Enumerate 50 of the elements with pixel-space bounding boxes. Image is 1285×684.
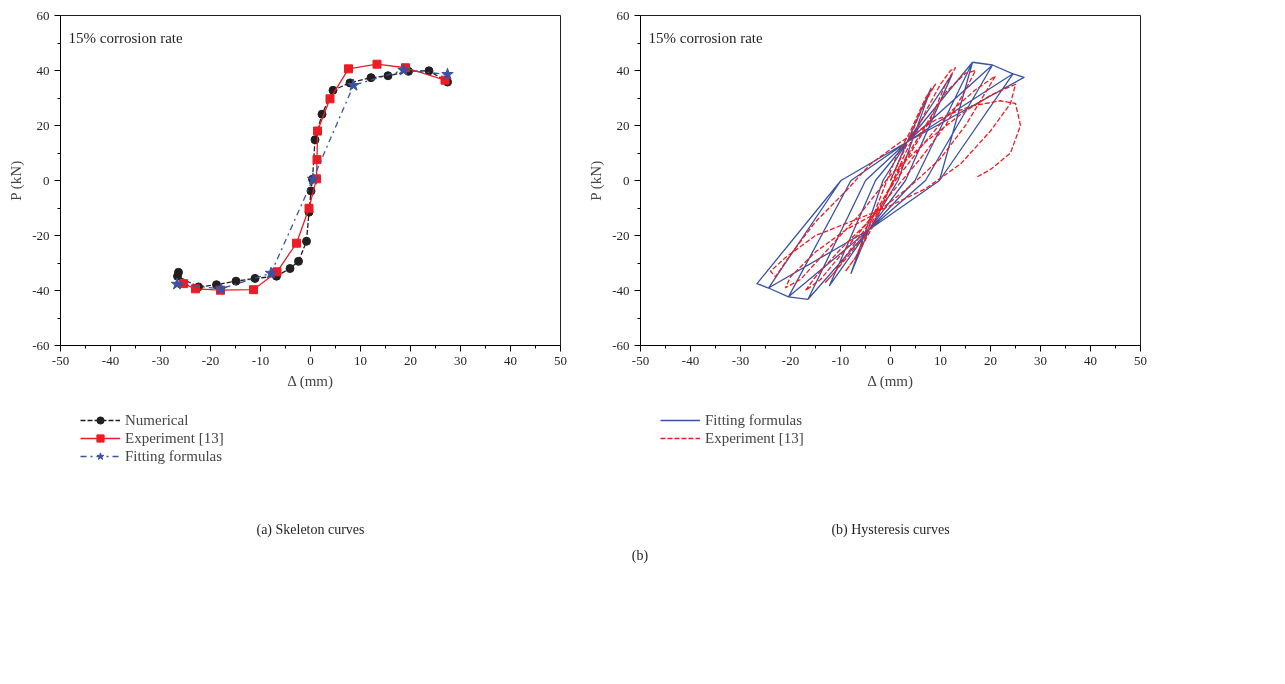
x-axis-title: Δ (mm) xyxy=(287,372,334,390)
x-tick-label: 0 xyxy=(307,352,314,368)
x-tick-label: -30 xyxy=(731,352,750,368)
y-tick-label: -20 xyxy=(612,227,630,243)
y-axis-title: P (kN) xyxy=(8,160,26,201)
x-tick-label: 20 xyxy=(984,352,997,368)
x-tick-label: 40 xyxy=(1084,352,1097,368)
y-tick-label: 60 xyxy=(616,7,630,23)
annotation: 15% corrosion rate xyxy=(68,29,183,46)
y-tick-label: 0 xyxy=(623,172,630,188)
y-tick-label: -20 xyxy=(32,227,50,243)
x-tick-label: -40 xyxy=(101,352,120,368)
x-tick-label: 50 xyxy=(554,352,567,368)
legend-label: Fitting formulas xyxy=(705,411,803,429)
x-tick-label: -10 xyxy=(251,352,270,368)
x-tick-label: -40 xyxy=(681,352,700,368)
y-tick-label: 60 xyxy=(36,7,50,23)
x-tick-label: 20 xyxy=(404,352,417,368)
annotation: 15% corrosion rate xyxy=(648,29,763,46)
y-tick-label: -60 xyxy=(612,337,630,353)
x-tick-label: -50 xyxy=(51,352,70,368)
x-tick-label: -10 xyxy=(831,352,850,368)
x-tick-label: 40 xyxy=(504,352,517,368)
legend-label: Experiment [13] xyxy=(705,429,804,447)
text: (b) Hysteresis curves xyxy=(831,521,950,538)
x-tick-label: 0 xyxy=(887,352,894,368)
x-tick-label: 30 xyxy=(454,352,467,368)
y-tick-label: -60 xyxy=(32,337,50,353)
legend-label: Numerical xyxy=(125,411,189,429)
x-tick-label: -20 xyxy=(201,352,220,368)
y-axis-title: P (kN) xyxy=(588,160,606,201)
x-tick-label: -30 xyxy=(151,352,170,368)
x-tick-label: 10 xyxy=(934,352,947,368)
x-axis-title: Δ (mm) xyxy=(867,372,914,390)
x-tick-label: 30 xyxy=(1034,352,1047,368)
text: (a) Skeleton curves xyxy=(256,521,365,538)
y-tick-label: 0 xyxy=(43,172,50,188)
x-tick-label: 50 xyxy=(1134,352,1147,368)
y-tick-label: -40 xyxy=(612,282,630,298)
x-tick-label: 10 xyxy=(354,352,367,368)
y-tick-label: 20 xyxy=(616,117,630,133)
y-tick-label: 20 xyxy=(36,117,50,133)
legend-label: Fitting formulas xyxy=(125,447,223,465)
y-tick-label: 40 xyxy=(36,62,50,78)
y-tick-label: 40 xyxy=(616,62,630,78)
y-tick-label: -40 xyxy=(32,282,50,298)
legend-label: Experiment [13] xyxy=(125,429,224,447)
text: (b) xyxy=(631,547,649,565)
x-tick-label: -20 xyxy=(781,352,800,368)
x-tick-label: -50 xyxy=(631,352,650,368)
